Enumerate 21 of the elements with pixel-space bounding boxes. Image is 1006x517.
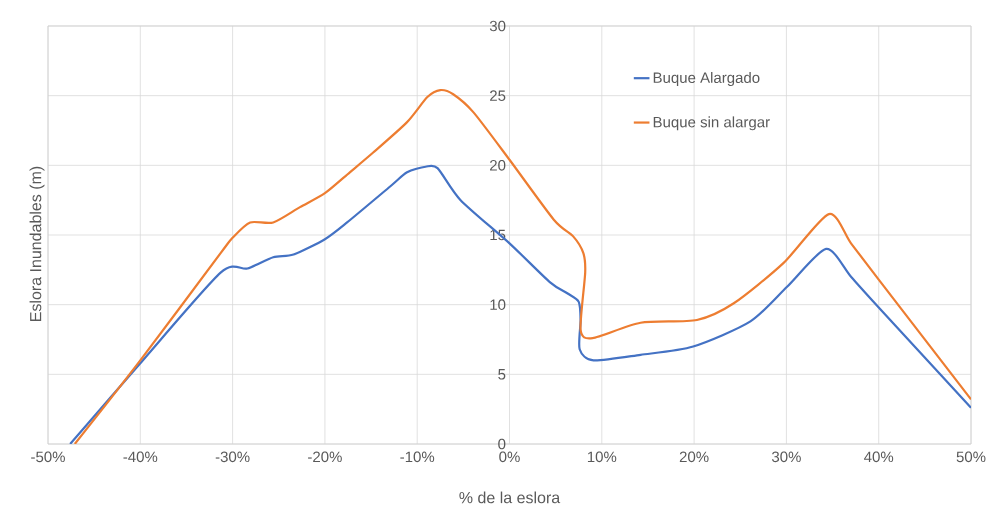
x-tick-label: 0% (499, 451, 520, 463)
y-tick-label: 0 (498, 438, 506, 450)
y-tick-label: 5 (498, 369, 506, 380)
x-tick-label: 20% (679, 451, 709, 463)
x-tick-label: -40% (123, 451, 158, 463)
x-tick-label: 30% (771, 451, 801, 463)
x-tick-label: -30% (215, 451, 250, 463)
y-tick-label: 10 (490, 299, 506, 310)
y-tick-label: 20 (490, 160, 506, 171)
x-tick-label: 40% (864, 451, 894, 463)
legend-label: Buque Alargado (653, 72, 760, 86)
y-axis-title: Eslora Inundables (m) (29, 166, 45, 321)
x-tick-label: -10% (400, 451, 435, 463)
y-tick-label: 25 (490, 90, 506, 101)
x-tick-label: -20% (308, 451, 342, 463)
x-tick-label: -50% (31, 451, 65, 463)
x-axis-title: % de la eslora (459, 491, 561, 504)
legend-label: Buque sin alargar (653, 116, 770, 131)
y-tick-label: 30 (489, 20, 506, 32)
x-tick-label: 50% (956, 451, 986, 463)
x-tick-label: 10% (587, 451, 617, 463)
